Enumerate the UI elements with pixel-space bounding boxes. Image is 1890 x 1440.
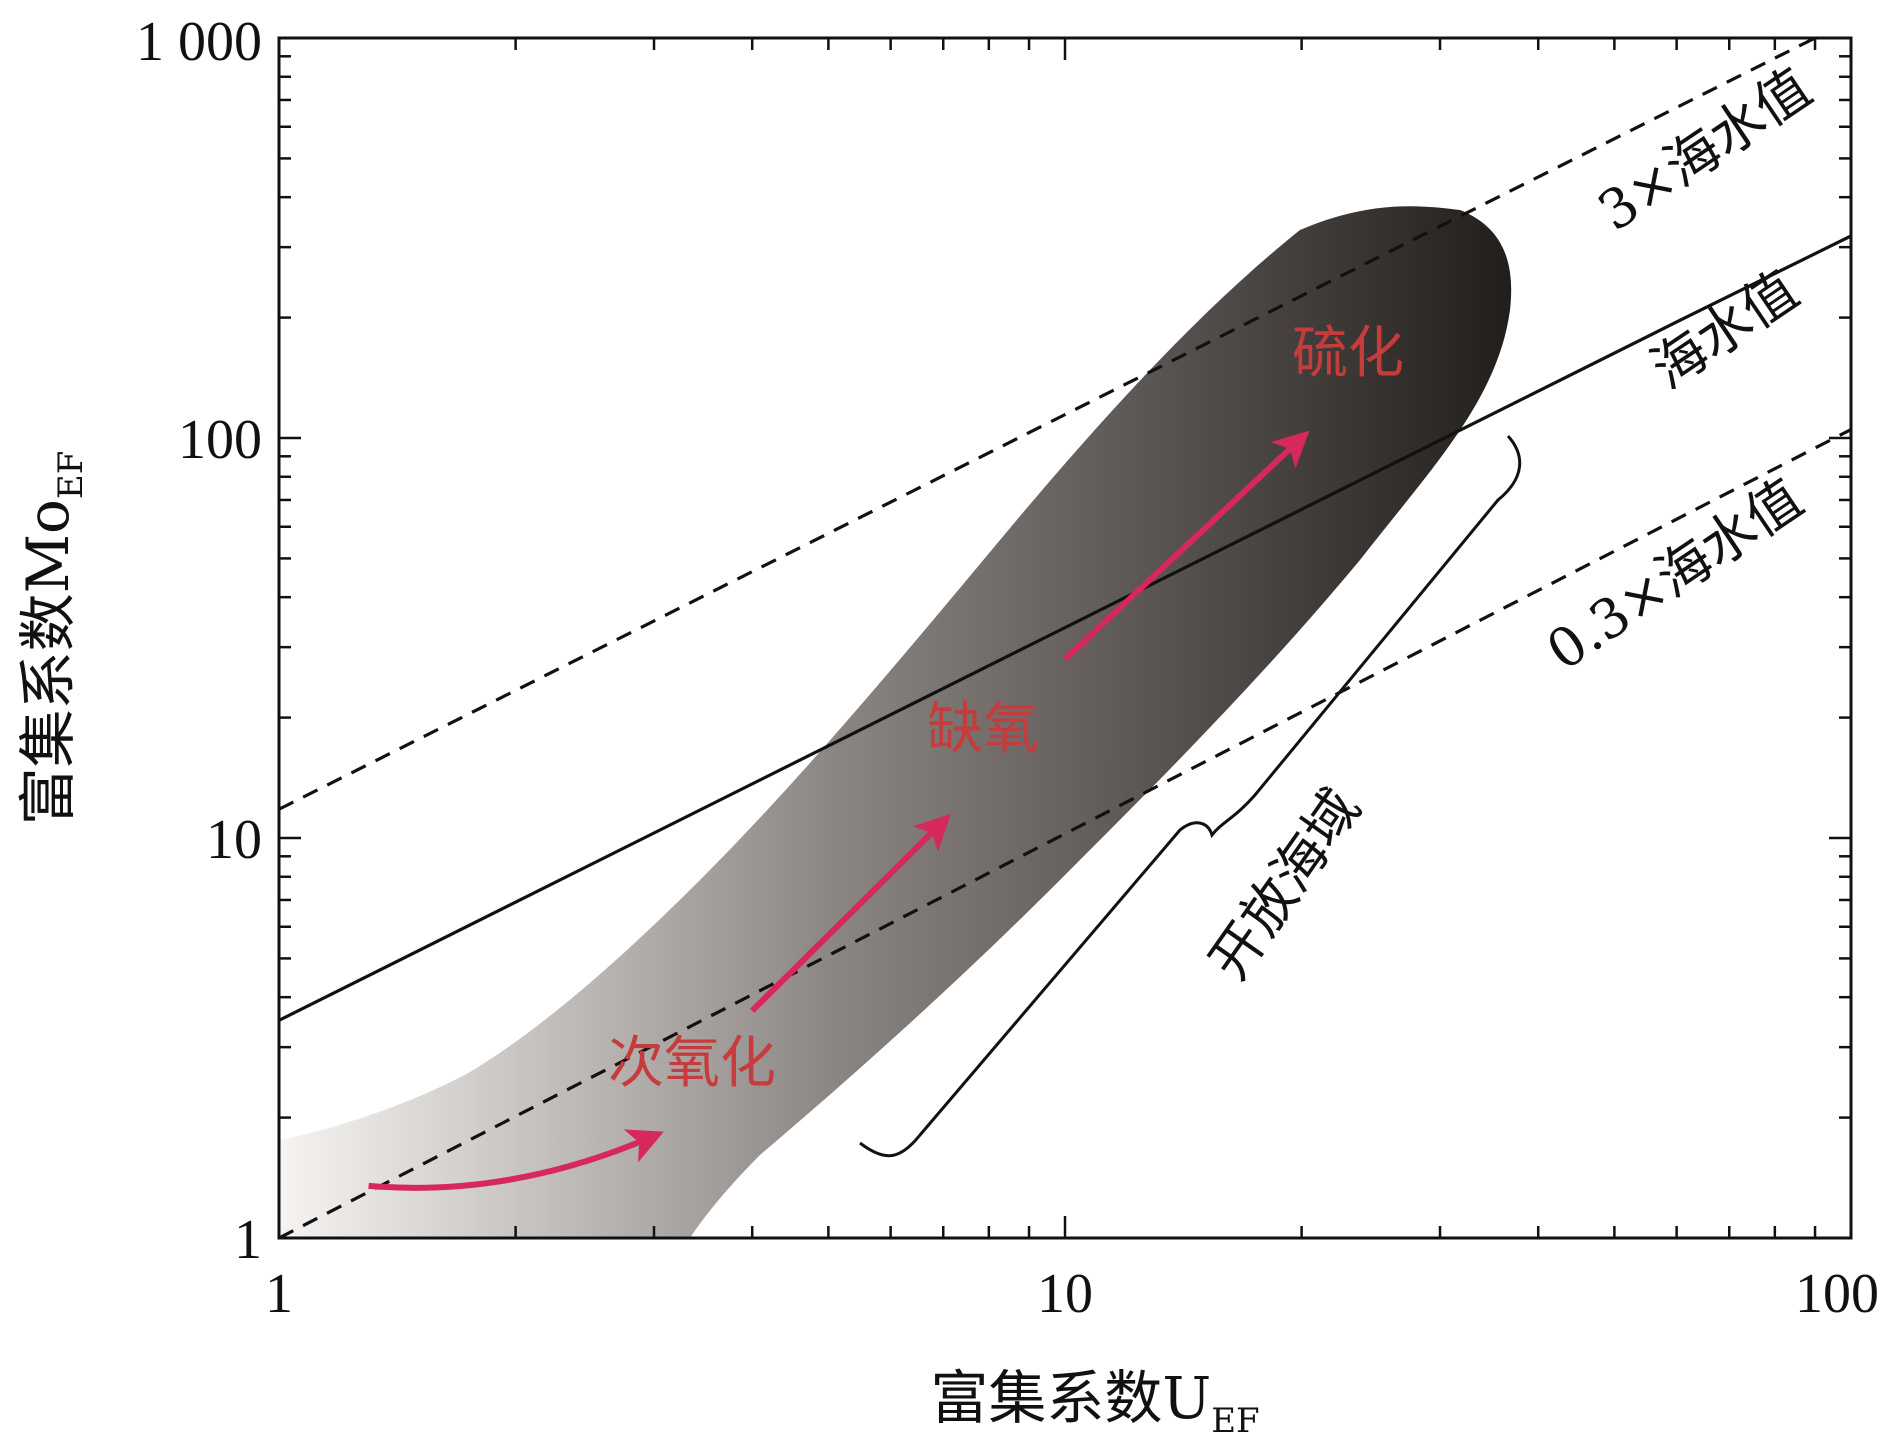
- open-sea-bracket: [859, 435, 1522, 1158]
- x-tick-label: 1: [265, 1263, 293, 1325]
- line-label-0.3x-seawater: 0.3×海水值: [1536, 467, 1814, 683]
- x-tick-label: 10: [1037, 1263, 1093, 1325]
- x-axis-title: 富集系数UEF: [930, 1364, 1259, 1440]
- y-tick-label: 100: [178, 409, 262, 471]
- y-axis-title: 富集系数MoEF: [14, 451, 91, 826]
- x-tick-label: 100: [1795, 1263, 1879, 1325]
- y-tick-label: 10: [206, 809, 262, 871]
- annotation-euxinic: 硫化: [1292, 321, 1404, 386]
- annotation-open-sea: 开放海域: [1197, 778, 1372, 991]
- trend-arrow: [750, 813, 951, 1013]
- annotation-suboxic: 次氧化: [608, 1031, 776, 1096]
- reference-line-1: [279, 234, 1851, 1022]
- line-label-3x-seawater: 3×海水值: [1587, 56, 1823, 243]
- trend-arrow: [368, 1129, 664, 1191]
- trend-field: [280, 206, 1512, 1238]
- reference-line-0: [279, 38, 1816, 811]
- annotation-anoxic: 缺氧: [927, 697, 1039, 762]
- line-label-seawater: 海水值: [1640, 258, 1810, 401]
- y-tick-label: 1 000: [136, 11, 262, 73]
- trend-arrow: [1062, 430, 1310, 662]
- y-tick-label: 1: [234, 1209, 262, 1271]
- reference-line-2: [279, 428, 1851, 1238]
